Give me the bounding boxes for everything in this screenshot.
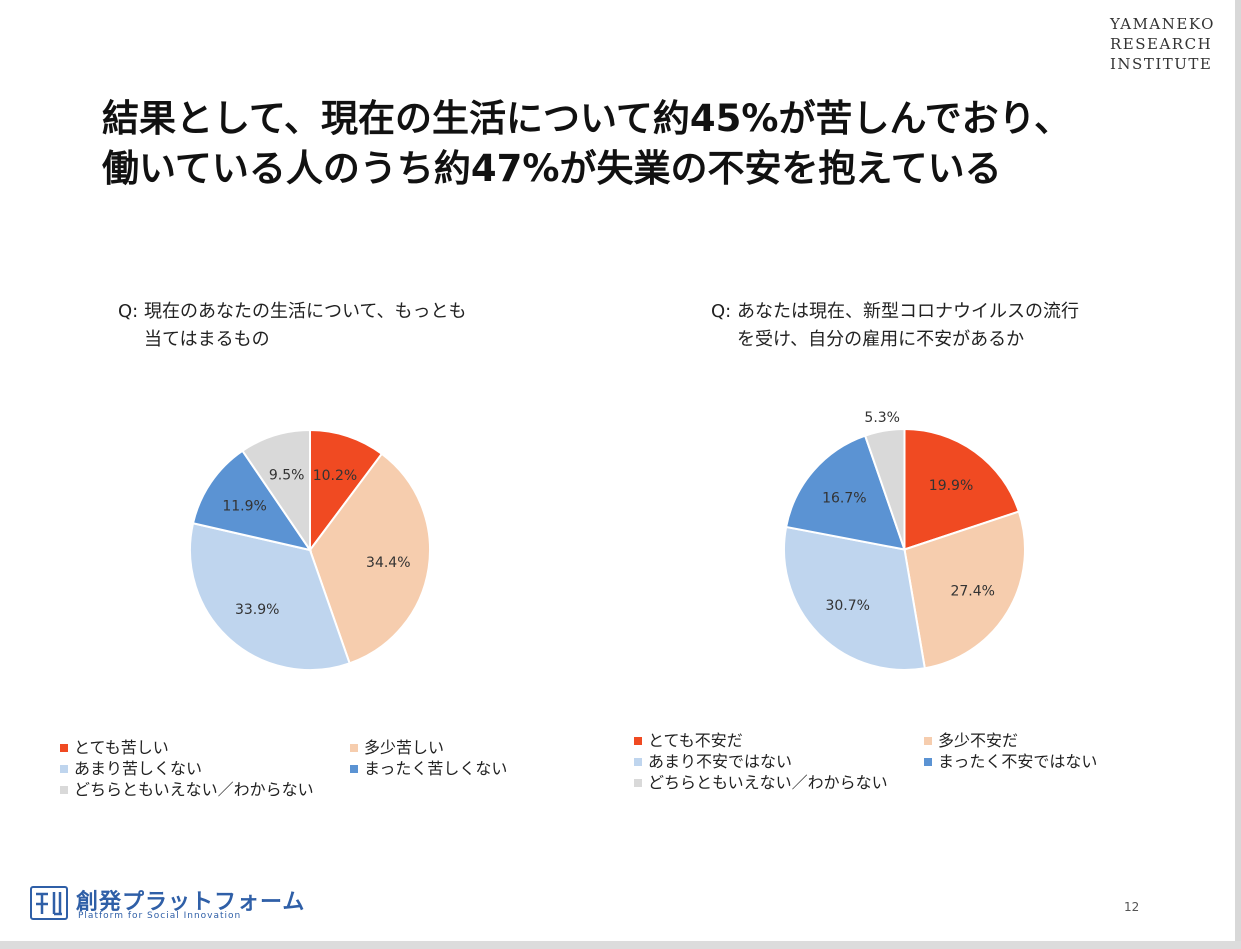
- chart-1-pie: 10.2% 34.4% 33.9% 11.9%9.5%: [189, 428, 431, 671]
- pie-slice: [241, 428, 311, 554]
- legend-label: とても苦しい: [74, 738, 169, 757]
- legend-item: とても不安だ: [634, 730, 743, 752]
- pie-slice: [189, 522, 351, 671]
- slide-title-line-1: 結果として、現在の生活について約45%が苦しんでおり、: [102, 97, 1072, 140]
- legend-label: まったく不安ではない: [938, 752, 1098, 771]
- pie-slice: [308, 452, 431, 665]
- slice-value-label: 19.9%: [929, 478, 973, 494]
- legend-swatch: [60, 743, 68, 752]
- legend-label: あまり苦しくない: [74, 759, 203, 778]
- chart-2-question: Q: あなたは現在、新型コロナウイルスの流行 を受け、自分の雇用に不安があるか: [711, 298, 1079, 354]
- chart-1-question-line-2: 当てはまるもの: [144, 329, 270, 350]
- legend-swatch: [634, 778, 642, 787]
- legend-swatch: [924, 757, 932, 766]
- chart-2-question-line-2: を受け、自分の雇用に不安があるか: [737, 329, 1025, 350]
- logo-line-2: RESEARCH: [1110, 35, 1213, 53]
- logo-line-3: INSTITUTE: [1110, 55, 1213, 73]
- page-number: 12: [1124, 900, 1140, 914]
- legend-item: まったく不安ではない: [924, 751, 1097, 773]
- legend-item: あまり不安ではない: [634, 751, 792, 773]
- legend-label: とても不安だ: [648, 731, 743, 750]
- logo-line-1: YAMANEKO: [1110, 15, 1215, 33]
- legend-label: 多少苦しい: [364, 738, 445, 757]
- pie-slice: [309, 428, 384, 554]
- legend-swatch: [924, 736, 932, 745]
- legend-swatch: [60, 764, 68, 773]
- legend-label: どちらともいえない／わからない: [74, 780, 314, 799]
- pie-slice: [903, 427, 1021, 551]
- legend-swatch: [60, 785, 68, 794]
- chart-2-legend: とても不安だ 多少不安だあまり不安ではない まったく不安ではないどちらともいえない／…: [634, 730, 1154, 800]
- page-edge-bottom: [0, 941, 1241, 949]
- legend-swatch: [350, 743, 358, 752]
- slice-value-label: 34.4%: [366, 555, 410, 571]
- pie-slice: [903, 510, 1026, 670]
- legend-item: とても苦しい: [60, 737, 169, 759]
- legend-item: 多少苦しい: [350, 737, 444, 759]
- legend-swatch: [350, 764, 358, 773]
- chart-1-question: Q: 現在のあなたの生活について、もっとも 当てはまるもの: [118, 298, 467, 354]
- legend-item: 多少不安だ: [924, 730, 1018, 752]
- legend-item: どちらともいえない／わからない: [60, 779, 314, 801]
- slide-title: 結果として、現在の生活について約45%が苦しんでおり、 働いている人のうち約47…: [102, 94, 1071, 194]
- slice-value-label: 9.5%: [269, 467, 305, 483]
- legend-label: あまり不安ではない: [648, 752, 793, 771]
- chart-2-pie: 19.9% 27.4% 30.7% 16.7% 5.3%: [783, 410, 1026, 671]
- pie-slice: [783, 525, 926, 671]
- legend-label: 多少不安だ: [938, 731, 1019, 750]
- slice-value-label: 10.2%: [313, 468, 357, 484]
- footer-brand-tagline: Platform for Social Innovation: [78, 911, 242, 921]
- slice-value-label: 11.9%: [222, 498, 266, 514]
- legend-swatch: [634, 736, 642, 745]
- platform-mark-icon: [30, 886, 68, 920]
- legend-item: どちらともいえない／わからない: [634, 772, 888, 794]
- slice-value-label: 33.9%: [235, 602, 279, 618]
- institute-logo: YAMANEKO RESEARCH INSTITUTE: [1110, 14, 1215, 74]
- slice-value-label: 27.4%: [950, 583, 994, 599]
- slice-value-label: 16.7%: [822, 490, 866, 506]
- slice-value-label: 5.3%: [864, 410, 900, 426]
- chart-1-question-line-1: Q: 現在のあなたの生活について、もっとも: [118, 301, 467, 322]
- slide-title-line-2: 働いている人のうち約47%が失業の不安を抱えている: [102, 147, 1002, 190]
- legend-item: まったく苦しくない: [350, 758, 507, 780]
- pie-slice: [863, 427, 906, 550]
- footer-brand-name: 創発プラットフォーム: [76, 890, 306, 915]
- legend-label: まったく苦しくない: [364, 759, 508, 778]
- chart-1-legend: とても苦しい 多少苦しいあまり苦しくない まったく苦しくないどちらともいえない／わか…: [60, 737, 580, 807]
- legend-label: どちらともいえない／わからない: [648, 773, 888, 792]
- page-edge-right: [1235, 0, 1241, 949]
- legend-swatch: [634, 757, 642, 766]
- slice-value-label: 30.7%: [825, 598, 869, 614]
- pie-slice: [191, 449, 313, 552]
- chart-2-question-line-1: Q: あなたは現在、新型コロナウイルスの流行: [711, 301, 1079, 322]
- legend-item: あまり苦しくない: [60, 758, 202, 780]
